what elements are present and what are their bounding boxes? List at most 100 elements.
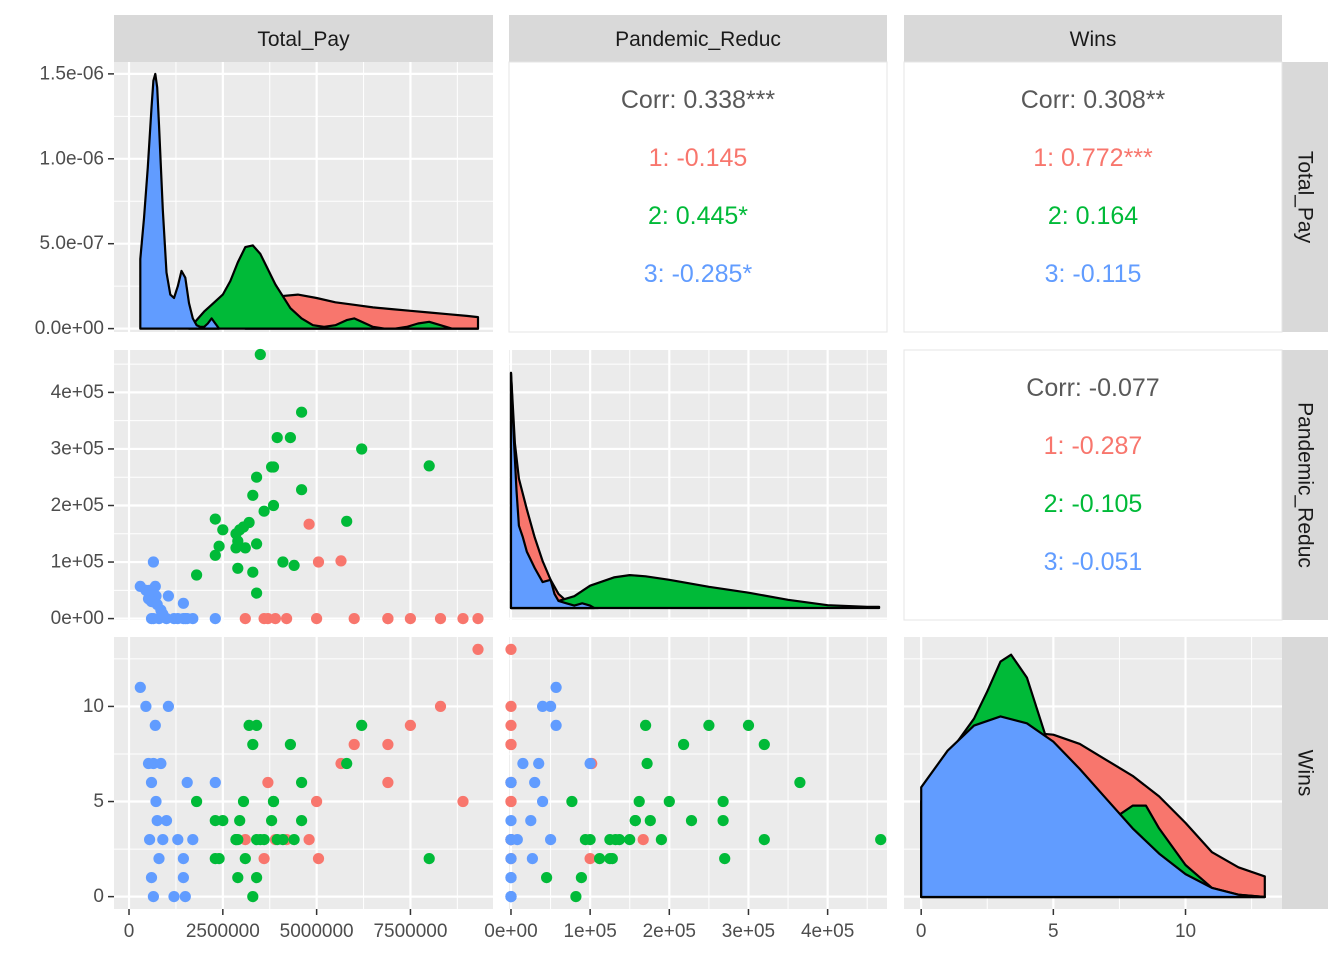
point-Pandemic_Reduc-vs-Wins — [717, 795, 729, 808]
point-Pandemic_Reduc-vs-Wins — [604, 834, 616, 846]
point-Total_Pay-vs-Wins — [134, 681, 146, 694]
point-Total_Pay-vs-Pandemic_Reduc — [179, 613, 191, 625]
point-Pandemic_Reduc-vs-Wins — [505, 643, 517, 656]
point-Total_Pay-vs-Wins — [243, 719, 255, 732]
point-Total_Pay-vs-Pandemic_Reduc — [472, 613, 484, 625]
point-Total_Pay-vs-Wins — [217, 815, 229, 827]
point-Total_Pay-vs-Pandemic_Reduc — [213, 540, 225, 552]
point-Total_Pay-vs-Wins — [177, 872, 189, 884]
strip-label-right: Wins — [1294, 750, 1317, 797]
x-tick-label: 0 — [124, 921, 135, 942]
point-Total_Pay-vs-Wins — [144, 834, 156, 846]
point-Total_Pay-vs-Wins — [237, 795, 250, 808]
point-Total_Pay-vs-Wins — [157, 834, 169, 846]
corr-label: 2: 0.164 — [1048, 202, 1138, 230]
point-Total_Pay-vs-Wins — [168, 891, 180, 903]
point-Total_Pay-vs-Pandemic_Reduc — [271, 432, 283, 444]
point-Total_Pay-vs-Wins — [150, 795, 162, 808]
point-Pandemic_Reduc-vs-Wins — [703, 719, 715, 732]
point-Pandemic_Reduc-vs-Wins — [505, 815, 517, 827]
point-Total_Pay-vs-Wins — [251, 834, 263, 846]
point-Pandemic_Reduc-vs-Wins — [655, 834, 668, 846]
point-Total_Pay-vs-Pandemic_Reduc — [423, 460, 435, 472]
point-Total_Pay-vs-Pandemic_Reduc — [232, 562, 244, 574]
y-tick-label: 0e+00 — [51, 608, 104, 629]
strip-right-Pandemic_Reduc — [1282, 350, 1328, 620]
point-Pandemic_Reduc-vs-Wins — [717, 815, 729, 827]
point-Total_Pay-vs-Pandemic_Reduc — [191, 569, 203, 581]
point-Total_Pay-vs-Pandemic_Reduc — [239, 542, 251, 554]
corr-label: 3: -0.051 — [1044, 548, 1143, 576]
point-Total_Pay-vs-Wins — [145, 872, 158, 884]
point-Pandemic_Reduc-vs-Wins — [505, 700, 517, 713]
panel-bg — [509, 637, 887, 909]
strip-right-Total_Pay — [1282, 62, 1328, 332]
point-Total_Pay-vs-Pandemic_Reduc — [356, 443, 368, 455]
y-tick-label: 2e+05 — [51, 495, 104, 516]
point-Total_Pay-vs-Wins — [296, 815, 308, 827]
x-tick-label: 2500000 — [186, 921, 260, 942]
point-Total_Pay-vs-Wins — [155, 757, 167, 770]
point-Total_Pay-vs-Pandemic_Reduc — [258, 613, 270, 625]
point-Total_Pay-vs-Pandemic_Reduc — [247, 566, 259, 578]
point-Total_Pay-vs-Wins — [284, 738, 296, 751]
point-Pandemic_Reduc-vs-Wins — [594, 853, 606, 865]
corr-label: Corr: -0.077 — [1026, 374, 1159, 402]
x-tick-label: 0e+00 — [484, 921, 537, 942]
panel-bg — [509, 350, 887, 620]
y-tick-label: 3e+05 — [51, 438, 104, 459]
corr-label: Corr: 0.308** — [1021, 86, 1166, 114]
point-Total_Pay-vs-Pandemic_Reduc — [341, 515, 353, 527]
point-Total_Pay-vs-Pandemic_Reduc — [269, 613, 281, 625]
corr-label: Corr: 0.338*** — [621, 86, 776, 114]
point-Total_Pay-vs-Wins — [162, 700, 174, 713]
point-Pandemic_Reduc-vs-Wins — [517, 757, 529, 770]
point-Pandemic_Reduc-vs-Wins — [541, 872, 553, 884]
point-Total_Pay-vs-Pandemic_Reduc — [168, 613, 180, 625]
y-tick-label: 0.0e+00 — [35, 318, 104, 339]
point-Total_Pay-vs-Pandemic_Reduc — [251, 538, 263, 550]
point-Pandemic_Reduc-vs-Wins — [640, 719, 652, 732]
point-Pandemic_Reduc-vs-Wins — [529, 776, 541, 789]
point-Total_Pay-vs-Wins — [382, 738, 394, 751]
point-Total_Pay-vs-Pandemic_Reduc — [209, 549, 221, 561]
point-Total_Pay-vs-Wins — [434, 700, 447, 713]
point-Total_Pay-vs-Pandemic_Reduc — [296, 484, 308, 496]
point-Total_Pay-vs-Wins — [423, 853, 435, 865]
point-Pandemic_Reduc-vs-Wins — [545, 700, 557, 713]
point-Total_Pay-vs-Wins — [266, 815, 278, 827]
point-Total_Pay-vs-Wins — [232, 872, 244, 884]
point-Total_Pay-vs-Pandemic_Reduc — [144, 584, 156, 596]
point-Pandemic_Reduc-vs-Wins — [663, 795, 675, 808]
point-Pandemic_Reduc-vs-Wins — [678, 738, 690, 751]
x-tick-label: 5000000 — [280, 921, 354, 942]
point-Total_Pay-vs-Pandemic_Reduc — [348, 613, 360, 625]
x-tick-label: 3e+05 — [722, 921, 775, 942]
point-Total_Pay-vs-Pandemic_Reduc — [251, 471, 263, 483]
point-Pandemic_Reduc-vs-Wins — [644, 815, 656, 827]
point-Pandemic_Reduc-vs-Wins — [537, 700, 549, 713]
point-Pandemic_Reduc-vs-Wins — [511, 834, 523, 846]
point-Total_Pay-vs-Wins — [191, 795, 203, 808]
point-Total_Pay-vs-Pandemic_Reduc — [247, 489, 259, 501]
point-Total_Pay-vs-Wins — [262, 776, 274, 789]
point-Total_Pay-vs-Pandemic_Reduc — [288, 559, 300, 572]
point-Pandemic_Reduc-vs-Wins — [641, 757, 653, 770]
point-Total_Pay-vs-Wins — [348, 738, 360, 751]
point-Total_Pay-vs-Pandemic_Reduc — [296, 406, 308, 418]
point-Total_Pay-vs-Wins — [147, 891, 159, 903]
point-Total_Pay-vs-Wins — [267, 795, 280, 808]
point-Pandemic_Reduc-vs-Wins — [685, 815, 698, 827]
strip-label-top: Wins — [1070, 28, 1117, 51]
point-Total_Pay-vs-Pandemic_Reduc — [230, 542, 242, 554]
point-Total_Pay-vs-Wins — [404, 719, 416, 732]
point-Total_Pay-vs-Pandemic_Reduc — [284, 432, 296, 444]
point-Total_Pay-vs-Pandemic_Reduc — [177, 597, 189, 609]
point-Pandemic_Reduc-vs-Wins — [629, 815, 641, 827]
corr-label: 2: 0.445* — [648, 202, 748, 230]
point-Total_Pay-vs-Wins — [382, 776, 394, 789]
point-Total_Pay-vs-Pandemic_Reduc — [277, 556, 289, 568]
point-Pandemic_Reduc-vs-Wins — [505, 776, 517, 789]
corr-panel — [903, 349, 1283, 621]
